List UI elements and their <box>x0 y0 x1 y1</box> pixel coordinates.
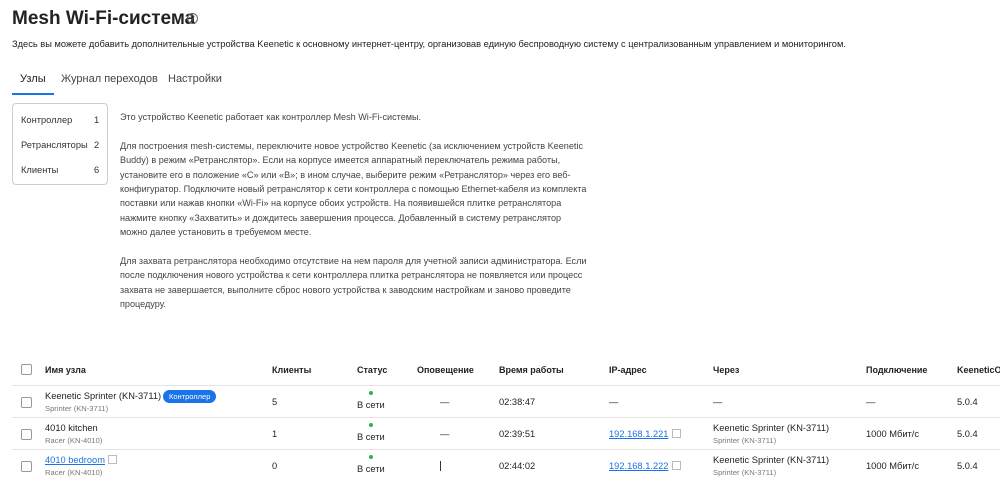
tab[interactable]: Журнал переходов <box>61 73 158 85</box>
summary-label: Ретрансляторы <box>21 140 88 150</box>
tab[interactable]: Настройки <box>168 73 222 85</box>
summary-label: Клиенты <box>21 165 59 175</box>
node-name[interactable]: 4010 bedroom <box>45 455 105 465</box>
column-header: Имя узла <box>45 365 86 375</box>
column-header: KeeneticOS <box>957 365 1000 375</box>
clients-count: 1 <box>272 429 278 439</box>
summary-count: 1 <box>94 115 100 125</box>
row-divider <box>12 385 1000 386</box>
via-model: Sprinter (KN-3711) <box>713 436 777 445</box>
ip-address[interactable]: 192.168.1.222 <box>609 461 669 471</box>
summary-label: Контроллер <box>21 115 73 125</box>
row-divider <box>12 449 1000 450</box>
nodes-table: Имя узла Клиенты Статус Оповещение Время раб… <box>0 352 1000 480</box>
via-node: Keenetic Sprinter (KN-3711) <box>713 423 830 433</box>
alert-icon <box>440 461 447 471</box>
ip-address[interactable]: 192.168.1.221 <box>609 429 669 439</box>
alert: — <box>440 397 450 407</box>
clients-count: 0 <box>272 461 278 471</box>
alert: — <box>440 429 450 439</box>
external-link-icon <box>672 429 681 438</box>
summary-count: 2 <box>94 140 100 150</box>
uptime: 02:38:47 <box>499 397 536 407</box>
checkbox[interactable] <box>21 429 32 440</box>
os-version: 5.0.4 <box>957 461 978 471</box>
via-model: Sprinter (KN-3711) <box>713 468 777 477</box>
column-header: Оповещение <box>417 365 474 375</box>
status-dot <box>369 455 373 459</box>
tab[interactable]: Узлы <box>20 73 46 85</box>
checkbox[interactable] <box>21 397 32 408</box>
info-paragraph: Это устройство Keenetic работает как кон… <box>120 112 422 122</box>
connection: — <box>866 397 876 407</box>
via-node: Keenetic Sprinter (KN-3711) <box>713 455 830 465</box>
ip-address: — <box>609 397 619 407</box>
node-name: 4010 kitchen <box>45 423 98 433</box>
node-name: Keenetic Sprinter (KN-3711) <box>45 391 162 401</box>
connection: 1000 Мбит/с <box>866 461 920 471</box>
column-header: Статус <box>357 365 388 375</box>
active-tab-indicator <box>12 93 54 95</box>
node-model: Racer (KN-4010) <box>45 468 103 477</box>
column-header: Клиенты <box>272 365 312 375</box>
status: В сети <box>357 400 385 410</box>
status-dot <box>369 391 373 395</box>
column-header: Через <box>713 365 740 375</box>
column-header: Время работы <box>499 365 564 375</box>
clients-count: 5 <box>272 397 278 407</box>
os-version: 5.0.4 <box>957 429 978 439</box>
status: В сети <box>357 464 385 474</box>
controller-badge: Контроллер <box>163 390 217 403</box>
page-title: Mesh Wi-Fi-система <box>12 8 196 29</box>
page-description: Здесь вы можете добавить дополнительные … <box>12 39 846 49</box>
external-link-icon <box>672 461 681 470</box>
checkbox[interactable] <box>21 461 32 472</box>
info-text: Это устройство Keenetic работает как кон… <box>120 110 590 326</box>
column-header: Подключение <box>866 365 928 375</box>
summary-count: 6 <box>94 165 100 175</box>
checkbox[interactable] <box>21 364 32 375</box>
info-paragraph: Для построения mesh-системы, переключите… <box>120 140 587 238</box>
status-dot <box>369 423 373 427</box>
help-icon[interactable]: ? <box>187 13 198 24</box>
uptime: 02:39:51 <box>499 429 536 439</box>
row-divider <box>12 417 1000 418</box>
via-node: — <box>713 397 723 407</box>
status: В сети <box>357 432 385 442</box>
column-header: IP-адрес <box>609 365 647 375</box>
uptime: 02:44:02 <box>499 461 536 471</box>
node-model: Racer (KN-4010) <box>45 436 103 445</box>
info-paragraph: Для захвата ретранслятора необходимо отс… <box>120 256 587 310</box>
external-link-icon <box>108 455 117 464</box>
node-model: Sprinter (KN-3711) <box>45 404 109 413</box>
connection: 1000 Мбит/с <box>866 429 920 439</box>
os-version: 5.0.4 <box>957 397 978 407</box>
summary-box <box>12 103 108 185</box>
